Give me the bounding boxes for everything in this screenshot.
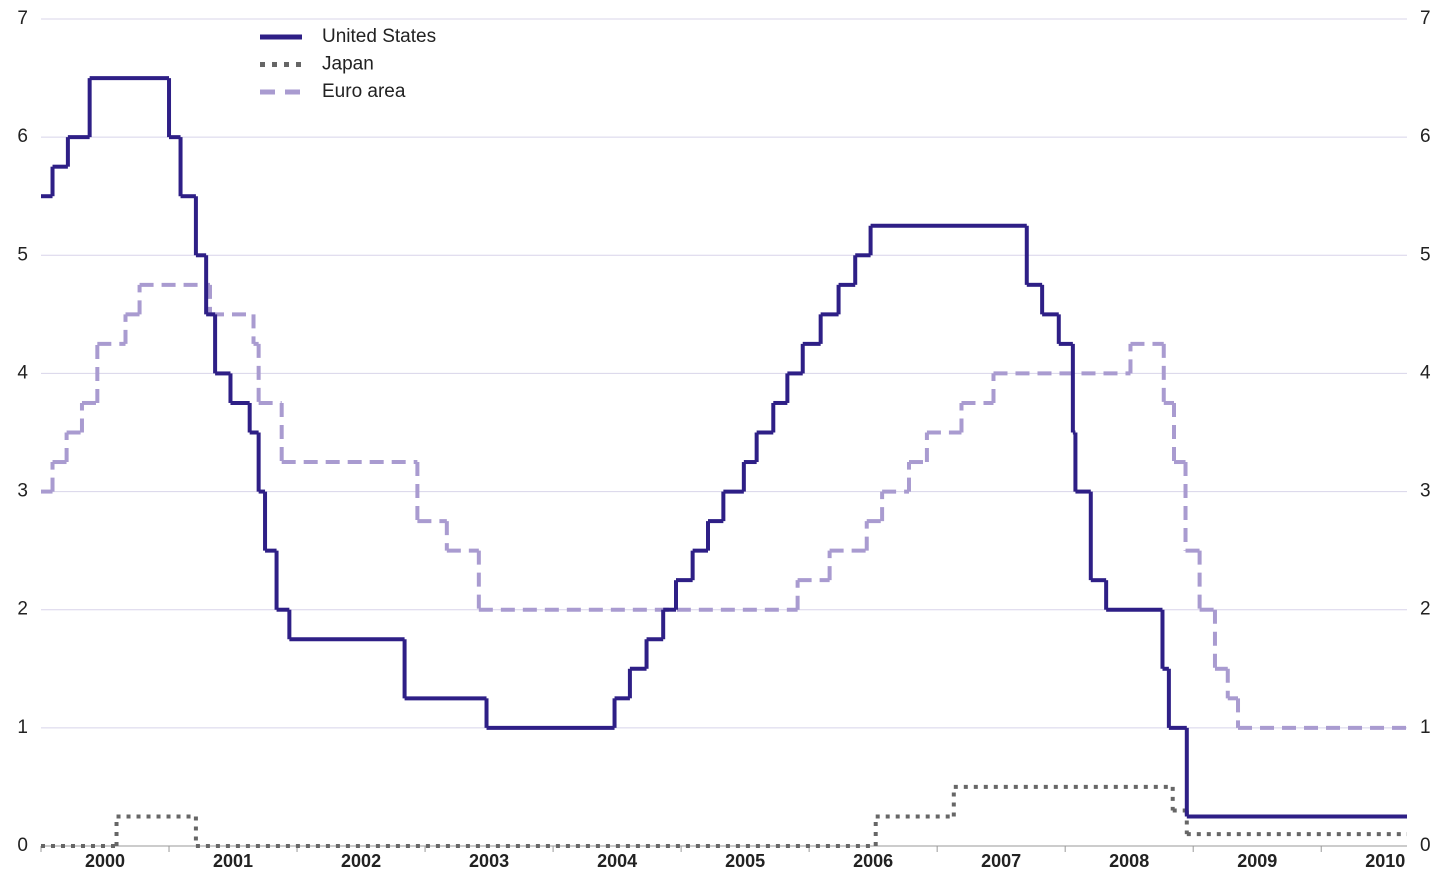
x-tick-label: 2004 (597, 851, 637, 871)
x-tick-label: 2007 (981, 851, 1021, 871)
x-tick-label: 2005 (725, 851, 765, 871)
legend-label: Euro area (322, 81, 406, 102)
x-tick-label: 2008 (1109, 851, 1149, 871)
y2-tick-label: 2 (1420, 599, 1431, 620)
x-tick-label: 2001 (213, 851, 253, 871)
x-tick-label: 2010 (1365, 851, 1405, 871)
x-tick-label: 2003 (469, 851, 509, 871)
y2-tick-label: 7 (1420, 8, 1431, 29)
y-tick-label: 2 (17, 599, 28, 620)
x-tick-label: 2009 (1237, 851, 1277, 871)
y2-tick-label: 1 (1420, 717, 1431, 738)
y-tick-label: 6 (17, 126, 28, 147)
x-tick-label: 2006 (853, 851, 893, 871)
y2-tick-label: 6 (1420, 126, 1431, 147)
y2-tick-label: 5 (1420, 244, 1431, 265)
legend-label: Japan (322, 54, 374, 75)
y-tick-label: 3 (17, 481, 28, 502)
x-tick-label: 2002 (341, 851, 381, 871)
legend-label: United States (322, 26, 436, 47)
y-tick-label: 1 (17, 717, 28, 738)
y2-tick-label: 3 (1420, 481, 1431, 502)
y-tick-label: 7 (17, 8, 28, 29)
x-tick-label: 2000 (85, 851, 125, 871)
y-tick-label: 5 (17, 244, 28, 265)
y2-tick-label: 4 (1420, 362, 1431, 383)
y2-tick-label: 0 (1420, 835, 1431, 856)
y-tick-label: 0 (17, 835, 28, 856)
y-tick-label: 4 (17, 362, 28, 383)
